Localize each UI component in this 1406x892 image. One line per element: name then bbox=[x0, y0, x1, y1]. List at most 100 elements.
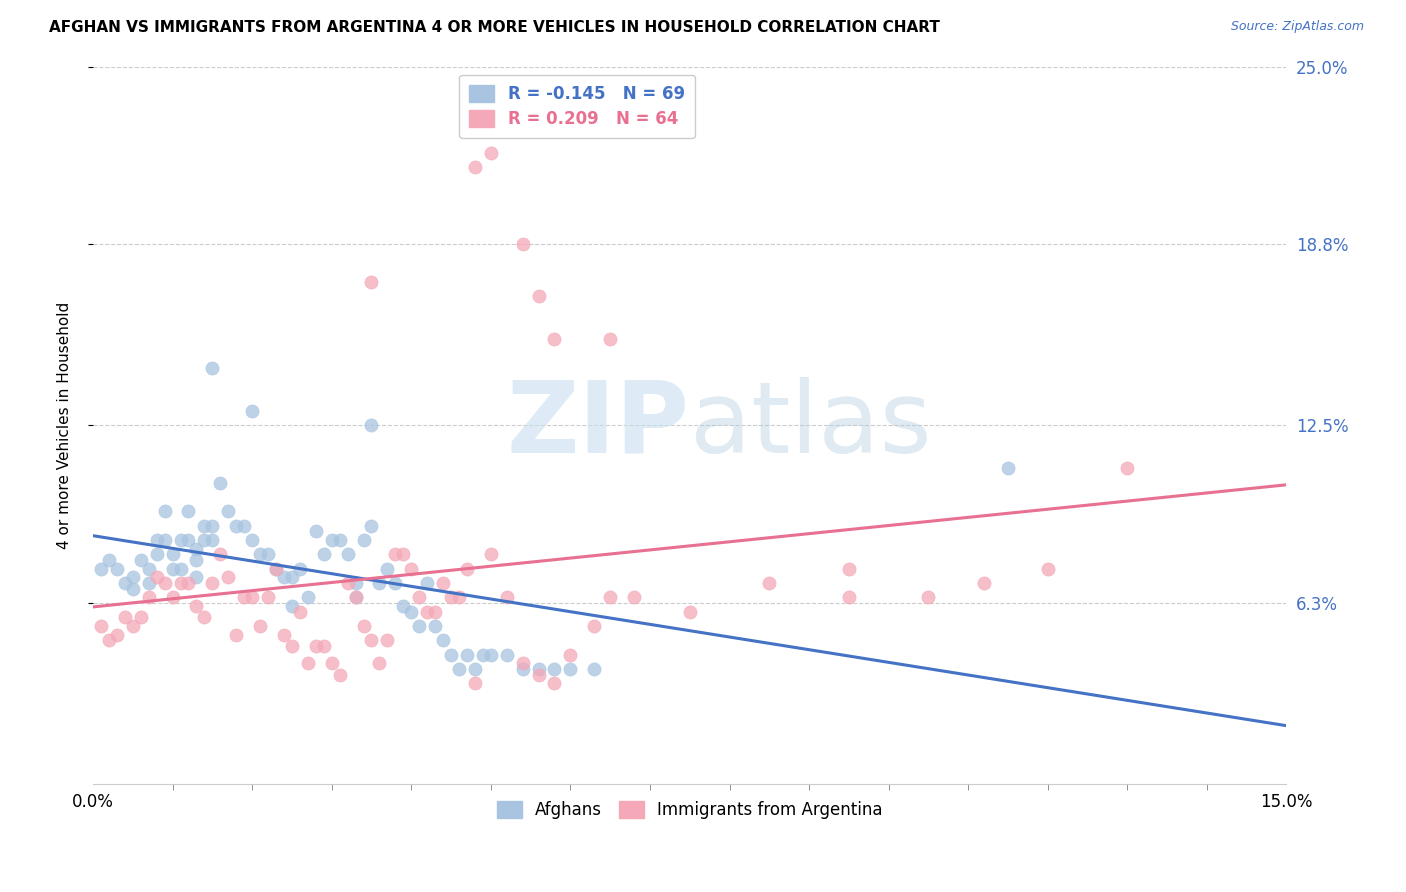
Point bbox=[288, 605, 311, 619]
Point bbox=[145, 570, 167, 584]
Point bbox=[97, 633, 120, 648]
Point bbox=[114, 610, 136, 624]
Point bbox=[193, 610, 215, 624]
Point bbox=[479, 547, 502, 561]
Point bbox=[512, 662, 534, 676]
Point bbox=[114, 576, 136, 591]
Point bbox=[543, 662, 565, 676]
Point bbox=[153, 533, 176, 547]
Point bbox=[336, 576, 359, 591]
Point bbox=[225, 518, 247, 533]
Point bbox=[233, 591, 256, 605]
Point bbox=[209, 547, 232, 561]
Point bbox=[329, 533, 352, 547]
Point bbox=[527, 667, 550, 681]
Point bbox=[312, 639, 335, 653]
Point bbox=[138, 591, 160, 605]
Point bbox=[201, 533, 224, 547]
Point bbox=[408, 619, 430, 633]
Point bbox=[249, 619, 271, 633]
Text: ZIP: ZIP bbox=[508, 376, 690, 474]
Point bbox=[360, 275, 382, 289]
Point bbox=[512, 237, 534, 252]
Point bbox=[201, 518, 224, 533]
Point bbox=[201, 576, 224, 591]
Point bbox=[401, 561, 423, 575]
Point bbox=[377, 633, 399, 648]
Point bbox=[273, 570, 295, 584]
Point bbox=[297, 591, 319, 605]
Point bbox=[240, 533, 263, 547]
Point bbox=[201, 360, 224, 375]
Point bbox=[153, 504, 176, 518]
Point bbox=[162, 547, 184, 561]
Point bbox=[145, 533, 167, 547]
Point bbox=[186, 570, 208, 584]
Point bbox=[464, 662, 486, 676]
Point bbox=[344, 591, 367, 605]
Point bbox=[90, 561, 112, 575]
Point bbox=[281, 639, 304, 653]
Point bbox=[336, 547, 359, 561]
Point bbox=[583, 662, 606, 676]
Text: Source: ZipAtlas.com: Source: ZipAtlas.com bbox=[1230, 20, 1364, 33]
Point bbox=[423, 605, 446, 619]
Point bbox=[416, 605, 439, 619]
Point bbox=[560, 648, 582, 662]
Point bbox=[495, 591, 517, 605]
Point bbox=[249, 547, 271, 561]
Point bbox=[153, 576, 176, 591]
Point bbox=[432, 576, 454, 591]
Point bbox=[90, 619, 112, 633]
Point bbox=[186, 599, 208, 613]
Point bbox=[240, 404, 263, 418]
Point bbox=[321, 533, 343, 547]
Point bbox=[440, 591, 463, 605]
Point bbox=[447, 591, 470, 605]
Point bbox=[288, 561, 311, 575]
Point bbox=[97, 553, 120, 567]
Point bbox=[257, 591, 280, 605]
Point bbox=[105, 627, 128, 641]
Point bbox=[599, 591, 621, 605]
Point bbox=[464, 676, 486, 690]
Point bbox=[121, 570, 143, 584]
Text: atlas: atlas bbox=[690, 376, 931, 474]
Point bbox=[169, 561, 191, 575]
Point bbox=[416, 576, 439, 591]
Point bbox=[583, 619, 606, 633]
Point bbox=[368, 576, 391, 591]
Point bbox=[401, 605, 423, 619]
Point bbox=[305, 524, 328, 539]
Point bbox=[353, 619, 375, 633]
Point bbox=[464, 160, 486, 174]
Point bbox=[169, 533, 191, 547]
Text: AFGHAN VS IMMIGRANTS FROM ARGENTINA 4 OR MORE VEHICLES IN HOUSEHOLD CORRELATION : AFGHAN VS IMMIGRANTS FROM ARGENTINA 4 OR… bbox=[49, 20, 941, 35]
Point bbox=[281, 570, 304, 584]
Point bbox=[838, 561, 860, 575]
Point bbox=[408, 591, 430, 605]
Point bbox=[193, 518, 215, 533]
Point bbox=[392, 547, 415, 561]
Point bbox=[384, 547, 406, 561]
Point bbox=[321, 657, 343, 671]
Point bbox=[129, 553, 152, 567]
Point bbox=[377, 561, 399, 575]
Point bbox=[758, 576, 780, 591]
Point bbox=[456, 561, 478, 575]
Point bbox=[1116, 461, 1139, 475]
Point bbox=[471, 648, 494, 662]
Point bbox=[495, 648, 517, 662]
Point bbox=[186, 541, 208, 556]
Point bbox=[360, 418, 382, 433]
Point bbox=[145, 547, 167, 561]
Point bbox=[344, 591, 367, 605]
Point bbox=[560, 662, 582, 676]
Point bbox=[105, 561, 128, 575]
Point bbox=[329, 667, 352, 681]
Point bbox=[543, 676, 565, 690]
Point bbox=[527, 289, 550, 303]
Point bbox=[129, 610, 152, 624]
Point bbox=[479, 145, 502, 160]
Point bbox=[217, 570, 239, 584]
